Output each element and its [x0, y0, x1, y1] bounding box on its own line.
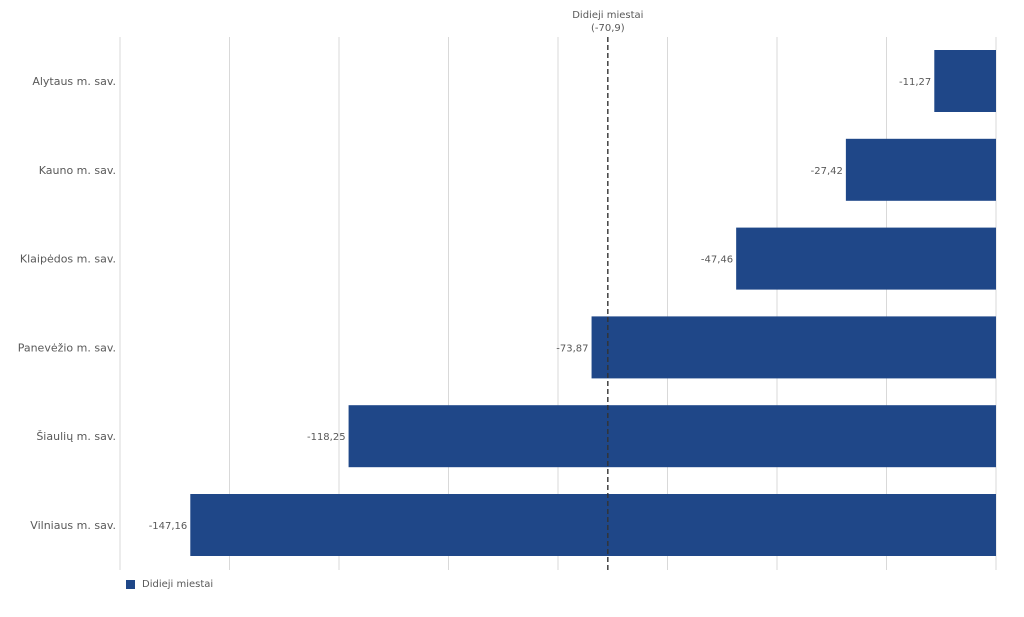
- bar[interactable]: [934, 50, 996, 112]
- bar[interactable]: [845, 138, 996, 201]
- reference-line-group: Didieji miestai (-70,9): [572, 10, 643, 570]
- category-label: Klaipėdos m. sav.: [20, 253, 116, 266]
- legend-label: Didieji miestai: [142, 579, 214, 590]
- category-label: Alytaus m. sav.: [32, 75, 116, 88]
- reference-line-value: (-70,9): [591, 23, 625, 34]
- category-label: Panevėžio m. sav.: [18, 341, 116, 354]
- legend: Didieji miestai: [126, 579, 213, 590]
- value-label: -118,25: [307, 432, 346, 443]
- value-label: -73,87: [556, 343, 588, 354]
- gridlines: [119, 37, 997, 570]
- category-label: Kauno m. sav.: [39, 164, 116, 177]
- value-label: -11,27: [899, 77, 931, 88]
- value-label: -47,46: [701, 255, 733, 266]
- category-label: Vilniaus m. sav.: [30, 519, 116, 532]
- reference-line-label: Didieji miestai: [572, 10, 643, 21]
- bar[interactable]: [736, 227, 996, 290]
- category-label: Šiaulių m. sav.: [36, 430, 116, 443]
- bar[interactable]: [190, 494, 996, 556]
- labels: Alytaus m. sav. -11,27 Kauno m. sav. -27,42…: [18, 75, 932, 532]
- value-label: -27,42: [811, 166, 843, 177]
- bars: [190, 50, 996, 556]
- legend-swatch: [126, 580, 135, 589]
- bar[interactable]: [591, 316, 996, 379]
- bar[interactable]: [348, 405, 996, 468]
- value-label: -147,16: [149, 521, 188, 532]
